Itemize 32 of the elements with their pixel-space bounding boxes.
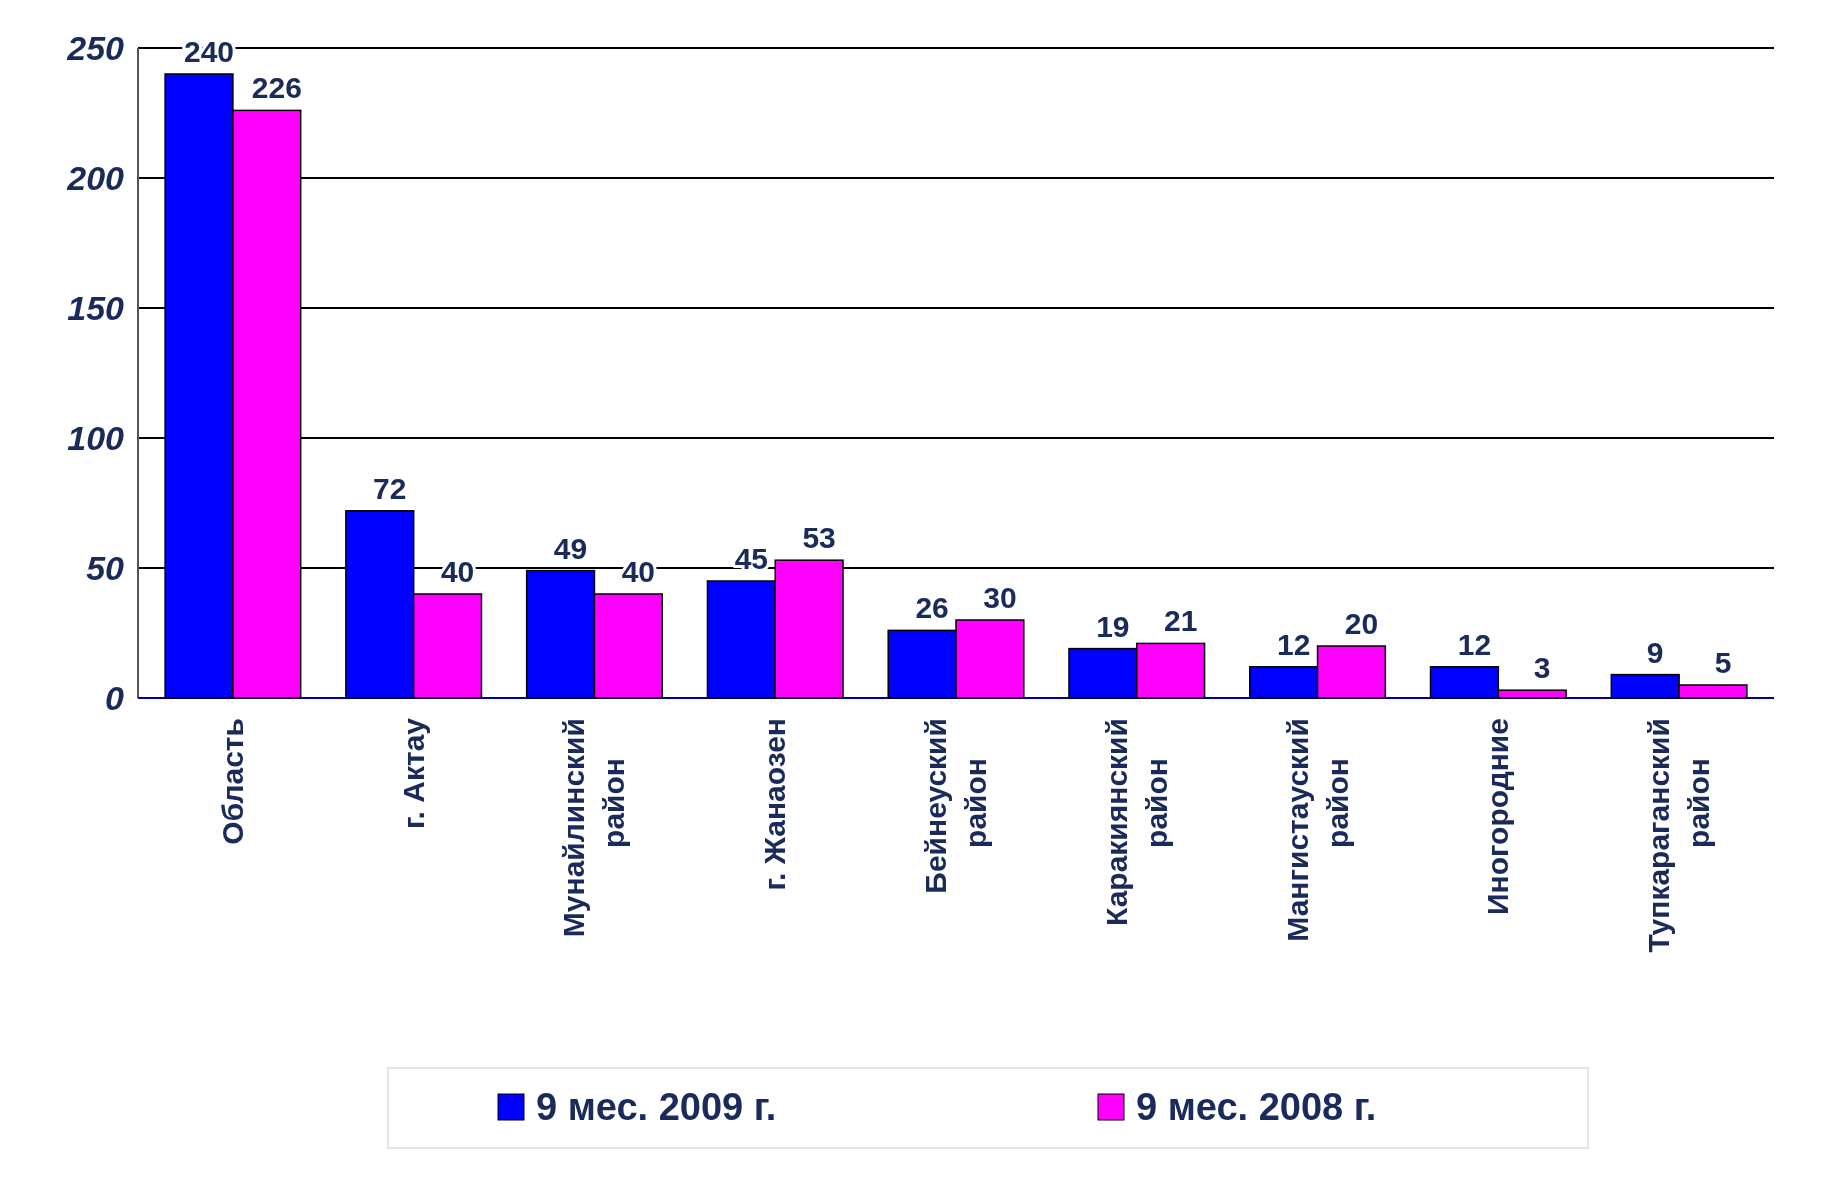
- data-label: 26: [915, 591, 949, 625]
- data-label: 30: [983, 581, 1017, 614]
- x-tick-label: г. Актау: [396, 717, 430, 829]
- x-tick-label: Каракиянский район: [1099, 718, 1173, 927]
- legend-label: 9 мес. 2008 г.: [1136, 1086, 1377, 1128]
- data-label: 3: [1533, 651, 1551, 685]
- data-label: 12: [1457, 627, 1492, 661]
- data-label: 53: [802, 521, 836, 555]
- x-tick-label: Мангистауский район: [1280, 718, 1354, 942]
- y-tick-label: 250: [66, 29, 125, 67]
- y-tick-label: 100: [67, 419, 125, 457]
- data-label: 5: [1714, 646, 1732, 679]
- x-tick-label: Тупкараганский район: [1642, 718, 1716, 953]
- y-tick-label: 150: [67, 289, 125, 327]
- x-tick-label: Область: [215, 718, 249, 845]
- x-tick-label: г. Жанаозен: [758, 718, 792, 891]
- data-label: 49: [553, 531, 588, 565]
- data-label: 12: [1276, 627, 1311, 661]
- data-label: 226: [251, 71, 302, 105]
- y-tick-label: 50: [86, 549, 125, 587]
- x-tick-label: Иногородние: [1481, 718, 1515, 915]
- x-tick-label: Мунайлинский район: [557, 718, 631, 938]
- legend-label: 9 мес. 2009 г.: [536, 1086, 777, 1128]
- y-tick-label: 0: [105, 679, 125, 717]
- y-tick-label: 200: [66, 159, 125, 197]
- data-label: 20: [1344, 607, 1379, 640]
- x-tick-label: Бейнеуский район: [919, 718, 992, 894]
- data-label: 19: [1096, 609, 1130, 643]
- data-label: 45: [734, 542, 769, 575]
- data-label: 21: [1163, 604, 1198, 638]
- data-label: 72: [373, 471, 407, 505]
- data-label: 9: [1646, 635, 1664, 669]
